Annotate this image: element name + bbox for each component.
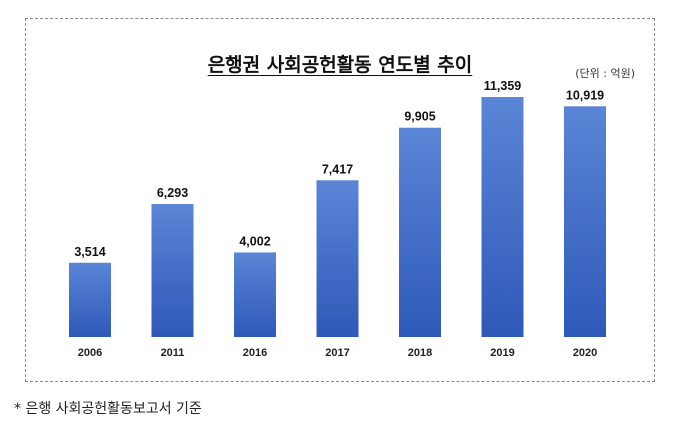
- bar-2006: [69, 262, 111, 337]
- x-tick-2016: 2016: [243, 347, 267, 359]
- data-label-2017: 7,417: [322, 162, 353, 176]
- x-tick-2019: 2019: [490, 347, 514, 359]
- data-label-2019: 11,359: [484, 79, 522, 93]
- data-label-2018: 9,905: [404, 110, 435, 124]
- data-label-2006: 3,514: [74, 245, 105, 259]
- data-label-2016: 4,002: [239, 234, 270, 248]
- bar-2019: [481, 97, 524, 337]
- bar-2020: [564, 106, 606, 337]
- bar-2018: [399, 127, 441, 338]
- chart-title: 은행권 사회공헌활동 연도별 추이: [207, 54, 473, 76]
- bar-2011: [151, 204, 194, 337]
- x-tick-2020: 2020: [573, 347, 597, 359]
- x-tick-2018: 2018: [408, 347, 432, 359]
- chart-frame: [25, 18, 655, 382]
- data-label-2020: 10,919: [566, 88, 604, 102]
- x-tick-2006: 2006: [78, 347, 102, 359]
- bar-2017: [316, 180, 359, 337]
- unit-note: (단위 : 억원): [575, 67, 635, 80]
- bar-2016: [234, 252, 276, 337]
- x-tick-2017: 2017: [325, 347, 349, 359]
- data-label-2011: 6,293: [157, 186, 188, 200]
- footnote: * 은행 사회공헌활동보고서 기준: [14, 401, 202, 417]
- x-tick-2011: 2011: [161, 347, 185, 359]
